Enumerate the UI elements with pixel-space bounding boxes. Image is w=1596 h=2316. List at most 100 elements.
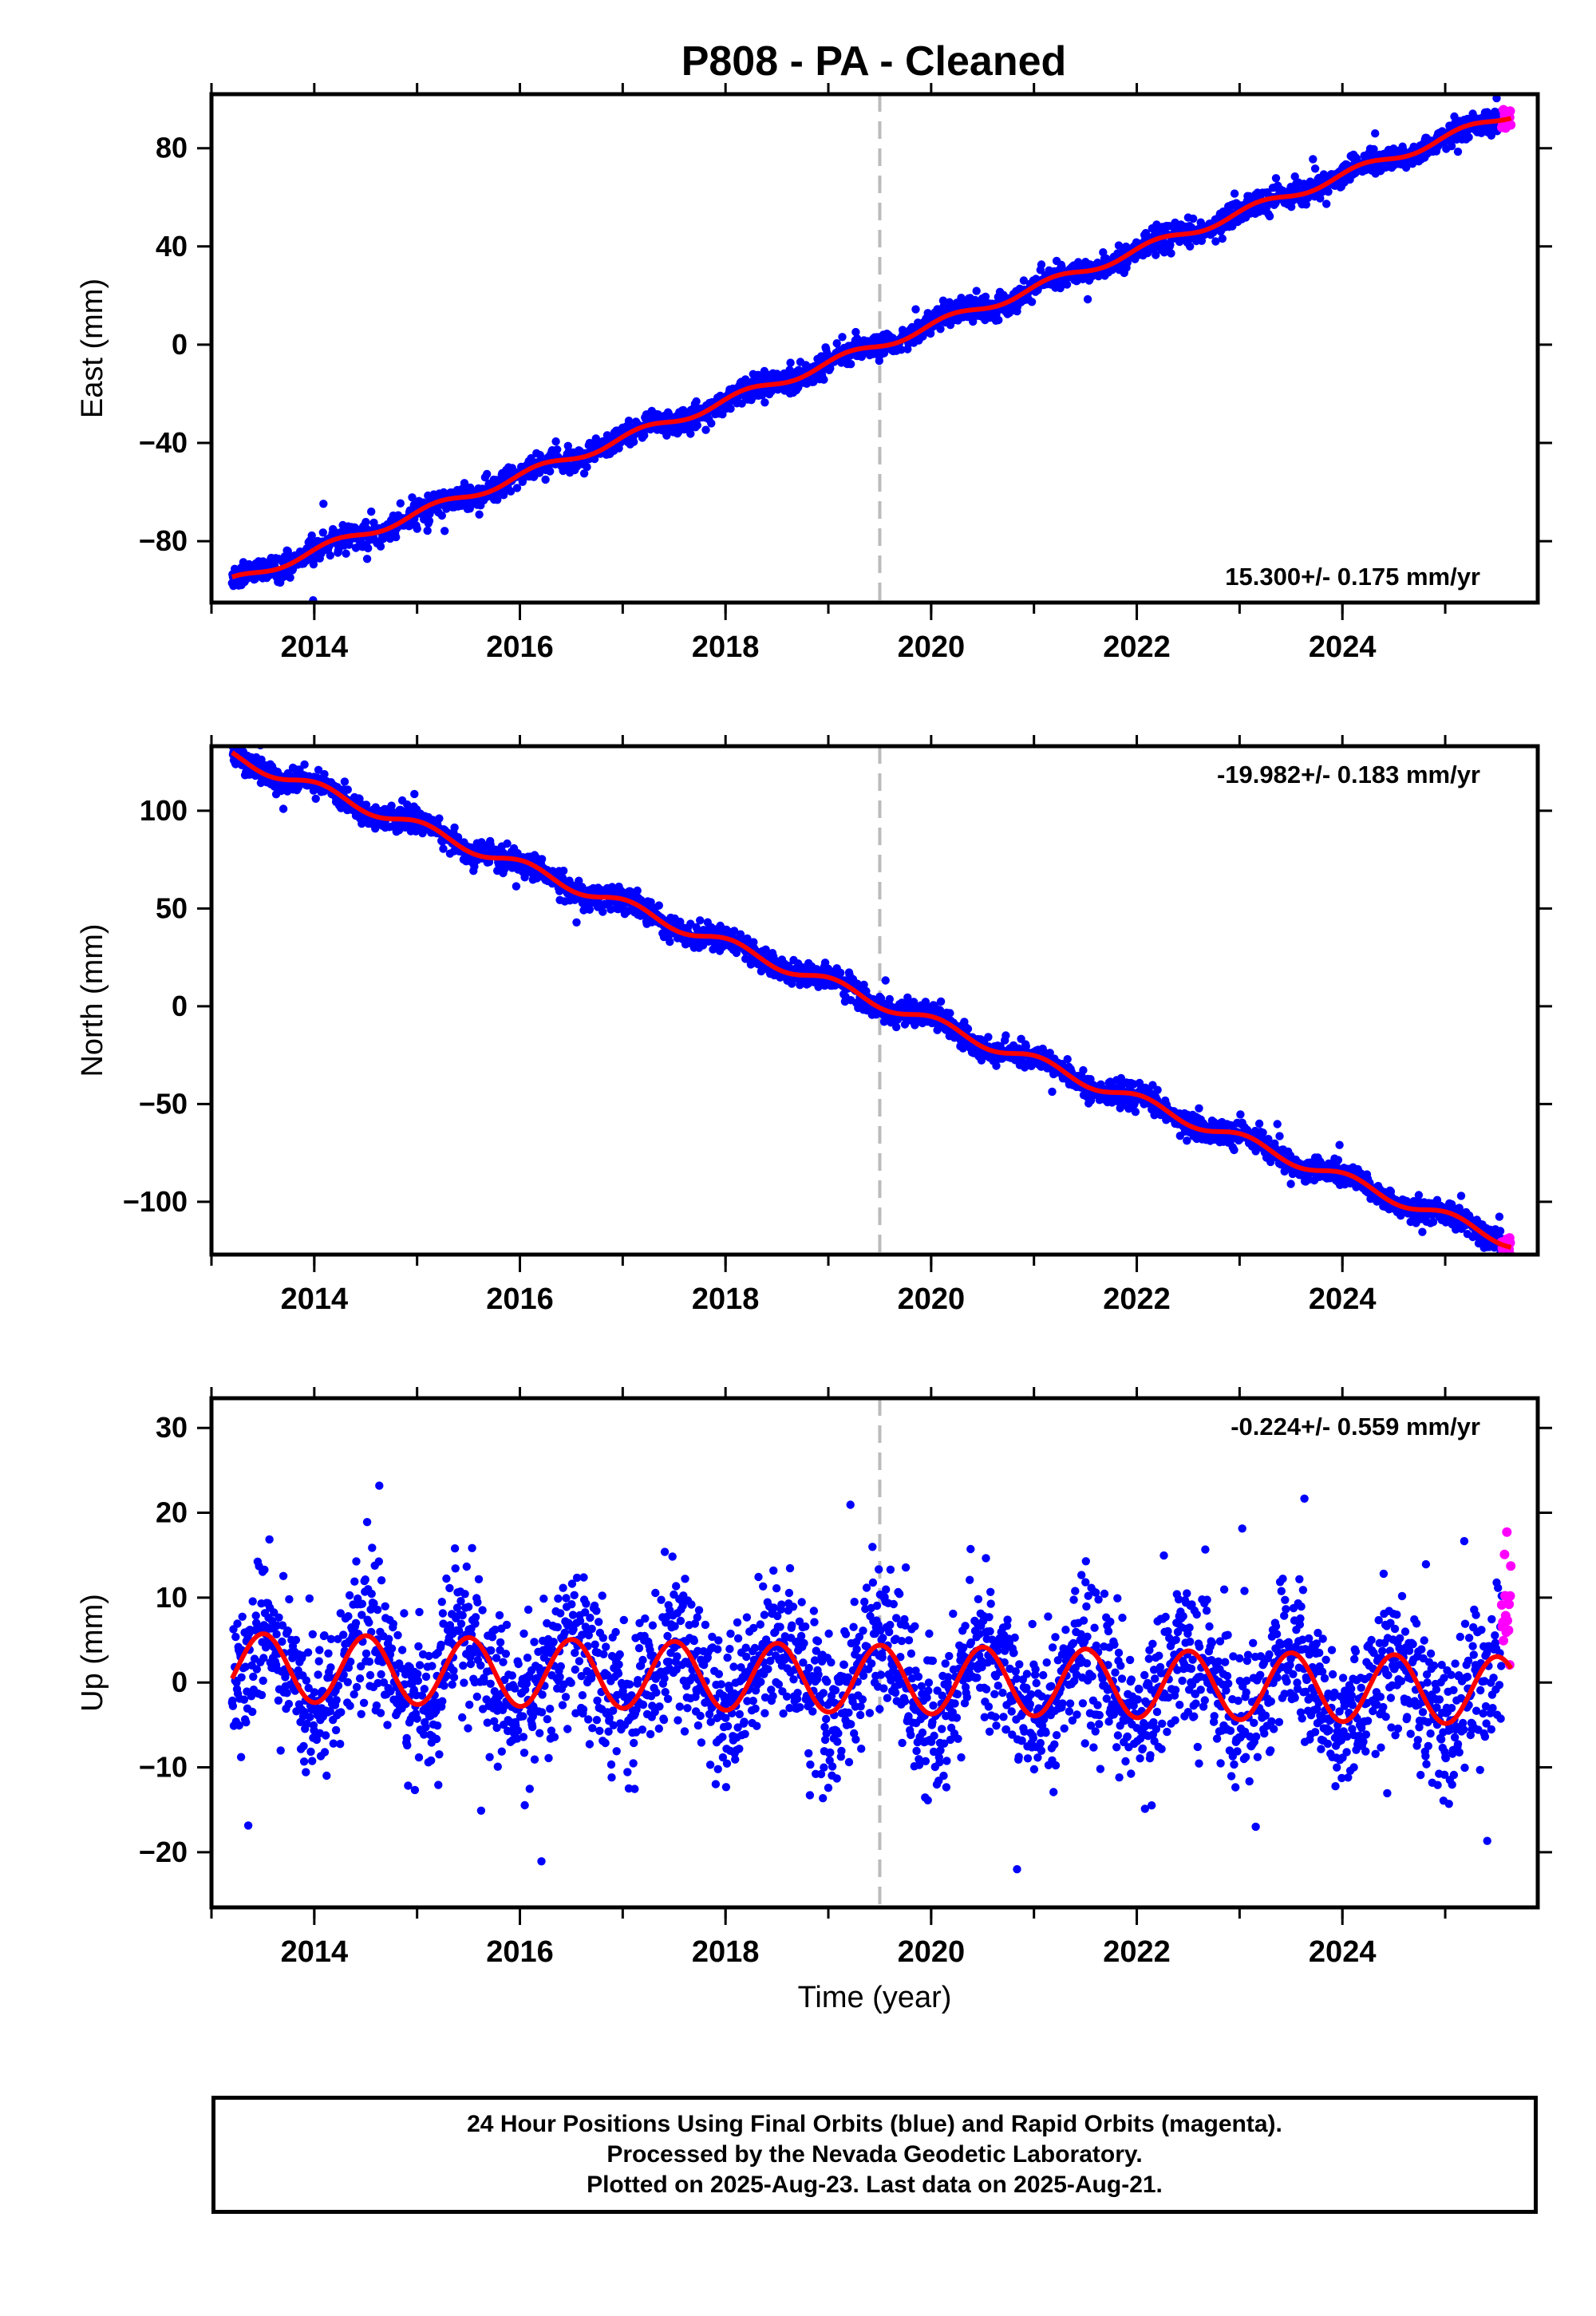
final-orbit-point [892,1022,901,1032]
final-orbit-point [435,814,444,823]
final-orbit-point [475,510,484,519]
final-orbit-point [911,305,920,314]
final-orbit-point [1230,189,1239,198]
final-orbit-point [362,555,372,563]
final-orbit-point [1464,132,1473,142]
x-tick-label: 2020 [898,630,966,664]
final-orbit-point [832,339,841,348]
x-tick-label: 2022 [1103,630,1171,664]
final-orbit-point [319,500,328,508]
final-orbit-point [1310,164,1320,173]
final-orbit-point [318,528,327,537]
final-orbit-point [413,524,421,533]
final-orbit-point [881,976,890,985]
data-layer-east [227,94,1516,603]
final-orbit-point [1195,1104,1203,1113]
final-orbit-point [579,469,589,478]
final-orbit-point [583,463,591,472]
final-orbit-point [408,493,417,502]
final-orbit-point [361,517,370,527]
final-orbit-point [286,573,294,582]
final-orbit-point [527,454,535,463]
final-orbit-point [460,479,469,488]
final-orbit-point [1236,1110,1245,1119]
final-orbit-point [760,398,769,407]
final-orbit-point [701,425,710,434]
final-orbit-point [1453,147,1463,156]
final-orbit-point [1048,1087,1057,1097]
final-orbit-point [1271,174,1281,183]
final-orbit-point [311,794,320,803]
model-fit-line [231,116,1513,579]
final-orbit-point [440,527,449,536]
final-orbit-point [392,532,401,542]
final-orbit-point [897,346,906,354]
final-orbit-point [838,333,847,342]
final-orbit-point [1083,294,1092,304]
final-orbit-point [1019,276,1029,285]
final-orbit-point [1218,234,1227,243]
final-orbit-point [1079,1065,1088,1075]
final-orbit-point [541,475,550,484]
final-orbit-point [1335,1140,1344,1149]
final-orbit-point [972,287,981,295]
final-orbit-point [820,375,828,384]
final-orbit-point [726,404,735,413]
final-orbit-point [1153,1085,1162,1095]
final-orbit-point [1286,1180,1295,1188]
final-orbit-point [666,937,674,947]
final-orbit-point [1186,242,1195,251]
final-orbit-point [836,968,845,978]
final-orbit-point [963,1025,973,1034]
y-tick-label: 0 [172,328,188,361]
final-orbit-point [696,916,705,925]
x-tick-label: 2016 [486,630,554,664]
final-orbit-point [1167,249,1175,258]
y-tick-label: −80 [139,524,188,557]
final-orbit-point [425,516,434,525]
final-orbit-point [851,327,860,337]
final-orbit-point [981,292,990,301]
final-orbit-point [994,315,1003,325]
final-orbit-point [551,437,560,446]
final-orbit-point [624,417,634,425]
final-orbit-point [559,866,568,875]
final-orbit-point [693,421,701,430]
final-orbit-point [1027,298,1037,306]
final-orbit-point [364,543,373,553]
final-orbit-point [1063,1055,1072,1064]
final-orbit-point [630,437,638,446]
final-orbit-point [343,785,352,794]
y-tick-label: 80 [156,132,188,164]
final-orbit-point [946,1009,954,1018]
final-orbit-point [396,499,405,508]
final-orbit-point [885,994,895,1004]
final-orbit-point [1333,1156,1343,1164]
final-orbit-point [512,882,521,891]
final-orbit-point [367,507,376,516]
x-tick-label: 2024 [1309,630,1377,664]
final-orbit-point [493,496,502,504]
final-orbit-point [506,487,516,496]
y-tick-label: −40 [139,426,188,459]
final-orbit-point [686,429,695,438]
final-orbit-point [1275,1132,1284,1140]
final-orbit-point [483,469,492,479]
final-orbit-point [320,769,329,779]
final-orbit-point [499,491,508,500]
final-orbit-point [361,800,371,809]
final-orbit-point [1265,211,1274,221]
final-orbit-point [1324,188,1333,196]
final-orbit-point [1230,1145,1238,1155]
rate-label: 15.300+/- 0.175 mm/yr [1225,563,1480,591]
final-orbit-point [936,325,945,334]
y-tick-label: 40 [156,230,188,263]
data-layer-north [228,746,1516,1255]
final-orbit-point [847,360,855,369]
final-orbit-point [1258,1128,1267,1137]
final-orbit-point [936,997,946,1006]
final-orbit-point [1309,155,1317,164]
figure-title: P808 - PA - Cleaned [681,38,1067,85]
final-orbit-point [640,431,649,440]
